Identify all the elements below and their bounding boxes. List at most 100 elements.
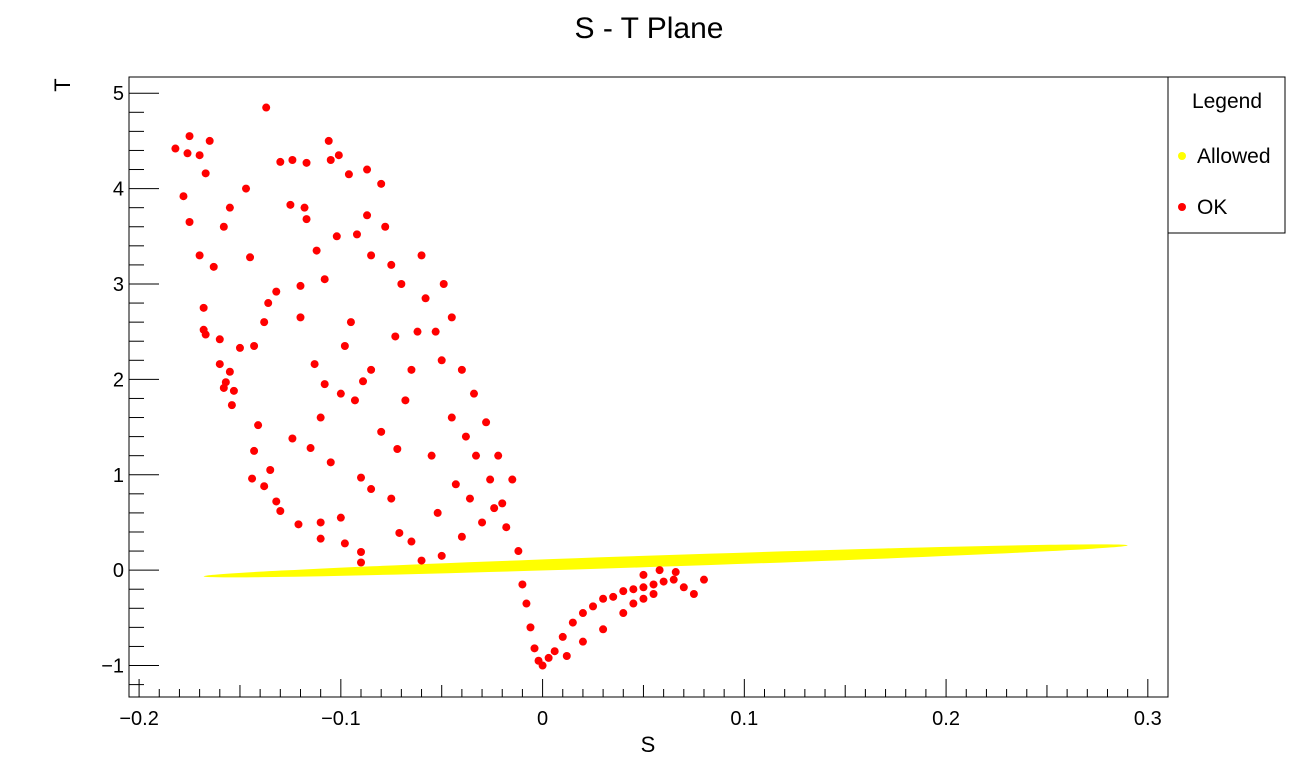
ok-point [639,570,648,579]
legend-box [1167,76,1286,234]
ok-point [225,203,234,212]
ok-point [296,313,305,322]
ok-point [457,365,466,374]
legend-marker-ok [1178,203,1186,211]
ok-point [669,575,678,584]
ok-point [472,451,481,460]
x-tick-label: −0.2 [119,708,158,730]
ok-point [294,520,303,529]
ok-point [326,458,335,467]
ok-point [215,360,224,369]
ok-point [671,568,680,577]
ok-point [639,594,648,603]
ok-point [262,103,271,112]
ok-point [514,547,523,556]
ok-point [296,281,305,290]
ok-point [227,401,236,410]
ok-point [367,485,376,494]
legend-marker-allowed [1178,152,1186,160]
ok-point [482,418,491,427]
ok-point [578,609,587,618]
ok-point [558,632,567,641]
ok-point [562,651,571,660]
ok-point [568,618,577,627]
x-axis-label: S [641,732,656,757]
ok-point [312,246,321,255]
ok-point [367,251,376,260]
ok-point [502,523,511,532]
ok-point [250,446,259,455]
plot-frame [128,76,1169,698]
ok-point [254,421,263,430]
ok-point [302,215,311,224]
x-axis: −0.2 −0.1 0 0.1 0.2 0.3 [119,679,1169,730]
ok-point [439,279,448,288]
ok-point [306,444,315,453]
ok-point [395,528,404,537]
ok-point [649,580,658,589]
ok-point [260,318,269,327]
ok-point [550,647,559,656]
ok-point [201,330,210,339]
ok-point [340,341,349,350]
allowed-region [203,544,1128,578]
ok-point [589,602,598,611]
x-tick-label: 0 [537,708,548,730]
ok-point [526,623,535,632]
ok-point [288,434,297,443]
ok-point [352,230,361,239]
ok-point [225,367,234,376]
legend-label-ok: OK [1197,196,1227,219]
x-tick-label: 0.1 [730,708,758,730]
ok-point [457,532,466,541]
ok-point [629,599,638,608]
ok-point [437,356,446,365]
ok-point [578,637,587,646]
ok-point [639,583,648,592]
x-tick-label: 0.3 [1134,708,1162,730]
ok-point [417,556,426,565]
ok-point [407,537,416,546]
ok-point [629,585,638,594]
ok-point [377,427,386,436]
ok-point [219,383,228,392]
ok-point [363,165,372,174]
plot-area [128,76,1169,698]
ok-point [465,494,474,503]
ok-point [344,170,353,179]
ok-point [518,580,527,589]
ok-point [498,499,507,508]
allowed-region-layer [203,544,1128,578]
ok-point [300,203,309,212]
ok-point [272,287,281,296]
ok-point [619,587,628,596]
ok-point [286,200,295,209]
ok-point [461,432,470,441]
legend-label-allowed: Allowed [1197,145,1271,168]
ok-point [649,589,658,598]
ok-point [324,136,333,145]
ok-point [619,609,628,618]
legend-title: Legend [1192,90,1262,113]
ok-point [363,211,372,220]
ok-point [490,504,499,513]
y-axis-label: T [50,78,75,91]
ok-point [437,551,446,560]
ok-point [320,380,329,389]
ok-point [215,335,224,344]
ok-point [179,192,188,201]
ok-point [447,413,456,422]
ok-point [538,661,547,670]
ok-point [264,299,273,308]
ok-point [689,589,698,598]
ok-point [185,132,194,141]
ok-point [334,151,343,160]
ok-point [659,577,668,586]
ok-point [401,396,410,405]
ok-point [377,179,386,188]
ok-point [310,360,319,369]
y-axis: −1 0 1 2 3 4 5 [101,83,159,686]
ok-point [508,475,517,484]
ok-point [316,413,325,422]
